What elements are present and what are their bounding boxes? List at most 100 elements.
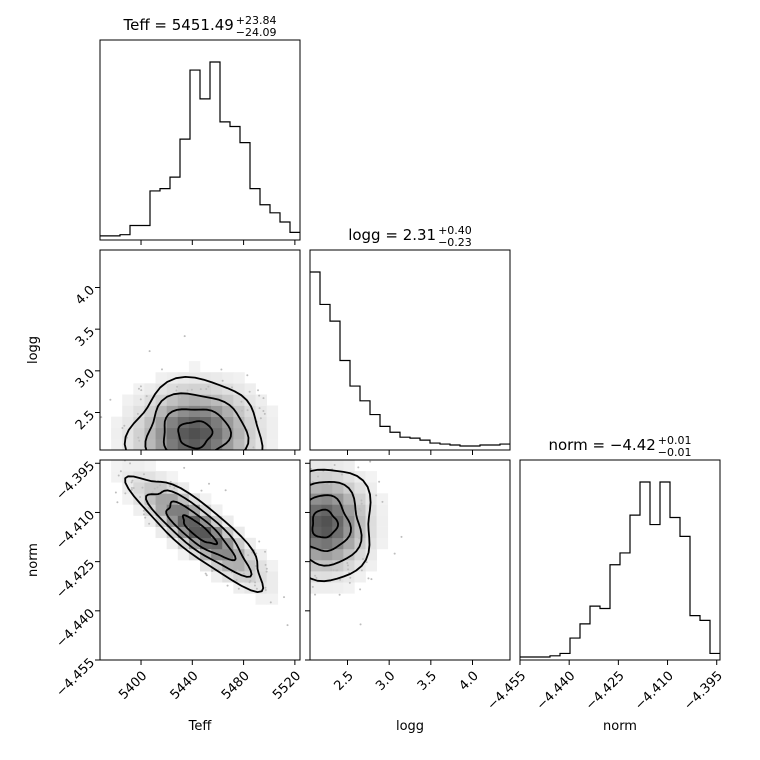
sample-point [101, 452, 103, 454]
sample-point [207, 385, 210, 388]
density-cell [166, 493, 179, 505]
x-tick-label-logg: 3.5 [415, 669, 440, 694]
density-cell [343, 493, 355, 505]
sample-point [262, 397, 265, 400]
sample-point [381, 500, 384, 503]
histogram-bin-norm [570, 638, 580, 660]
density-cell [122, 460, 134, 472]
title-logg: logg = 2.31 [348, 226, 436, 244]
density-cell [332, 537, 344, 550]
sample-point [253, 584, 256, 587]
sample-point [173, 487, 176, 490]
density-cell [244, 383, 256, 395]
sample-point [149, 500, 152, 503]
y-tick-label-logg: 3.0 [73, 366, 98, 391]
density-cell [188, 504, 201, 516]
sample-point [369, 460, 372, 463]
histogram-bin-norm [590, 606, 600, 660]
sample-point [258, 394, 261, 397]
histogram-bin-Teff [210, 62, 220, 240]
density-cell [365, 548, 377, 561]
sample-point [242, 479, 244, 481]
density-cell [133, 471, 145, 483]
density-cell [188, 405, 201, 417]
density-cell [222, 515, 234, 527]
sample-point [199, 388, 202, 391]
density-cell [310, 515, 322, 527]
sample-point [338, 593, 341, 596]
density-cell [211, 383, 223, 395]
sample-point [226, 584, 229, 587]
density-cell [354, 515, 366, 527]
histogram-bin-logg [460, 446, 470, 450]
density-cell [122, 405, 134, 417]
sample-point [250, 477, 252, 479]
title-plus-Teff: +23.84 [236, 14, 277, 27]
density-cell [332, 560, 344, 572]
histogram-bin-logg [470, 446, 480, 450]
sample-point [265, 567, 268, 570]
y-tick-label-logg: 2.5 [73, 408, 98, 433]
sample-point [137, 387, 140, 390]
density-cell [222, 537, 234, 550]
sample-point [148, 522, 151, 525]
sample-point [124, 492, 127, 495]
density-cell [255, 438, 267, 450]
density-cell [343, 460, 355, 472]
title-errors-Teff: +23.84 −24.09 [236, 14, 277, 39]
density-cell [155, 482, 167, 494]
sample-point [139, 398, 142, 401]
density-cell [177, 493, 190, 505]
x-tick-label-norm: −4.395 [681, 669, 726, 714]
sample-point [169, 480, 172, 483]
density-cell [244, 405, 256, 417]
x-tick-label-norm: −4.410 [632, 669, 677, 714]
title-plus-norm: +0.01 [658, 434, 692, 447]
density-cell [244, 438, 256, 450]
sample-point [141, 486, 144, 489]
contour-level-2 [165, 500, 237, 562]
density-cell [233, 537, 245, 550]
histogram-norm [520, 481, 720, 658]
title-value-logg: 2.31 [403, 226, 436, 244]
density-cell [166, 504, 179, 516]
sample-point [203, 485, 205, 487]
density-cell [211, 515, 223, 527]
histogram-bin-Teff [200, 99, 210, 240]
sample-point [262, 410, 265, 413]
sample-point [339, 578, 342, 581]
sample-point [359, 588, 362, 591]
histogram-bin-logg [440, 444, 450, 450]
density-cell [255, 416, 267, 429]
histogram-bin-Teff [150, 191, 160, 240]
title-errors-norm: +0.01 −0.01 [658, 434, 692, 459]
density-cell [133, 394, 145, 406]
density-cell [365, 493, 377, 505]
sample-point [183, 471, 185, 473]
contour-level-2 [162, 408, 232, 450]
contour-level-1 [311, 508, 339, 539]
density-cell [211, 560, 223, 572]
x-tick-label-norm: −4.425 [583, 669, 628, 714]
density-cell [233, 372, 245, 384]
sample-point [358, 507, 361, 510]
density-cell [177, 548, 190, 561]
density-cell [255, 560, 267, 572]
title-value-norm: −4.42 [610, 436, 656, 454]
histogram-bin-norm [710, 653, 720, 660]
sample-point [314, 574, 317, 577]
density-cell [343, 537, 355, 550]
x-axis-label-Teff: Teff [188, 719, 213, 734]
sample-point [142, 473, 145, 476]
histogram-bin-Teff [260, 205, 270, 240]
sample-point [314, 593, 317, 596]
density-cell [155, 526, 167, 539]
density-cell [343, 471, 355, 483]
sample-point [100, 416, 103, 419]
density-cell [354, 471, 366, 483]
histogram-bin-logg [430, 443, 440, 450]
histogram-bin-Teff [170, 177, 180, 240]
sample-point [153, 487, 156, 490]
density-cell [200, 427, 212, 440]
